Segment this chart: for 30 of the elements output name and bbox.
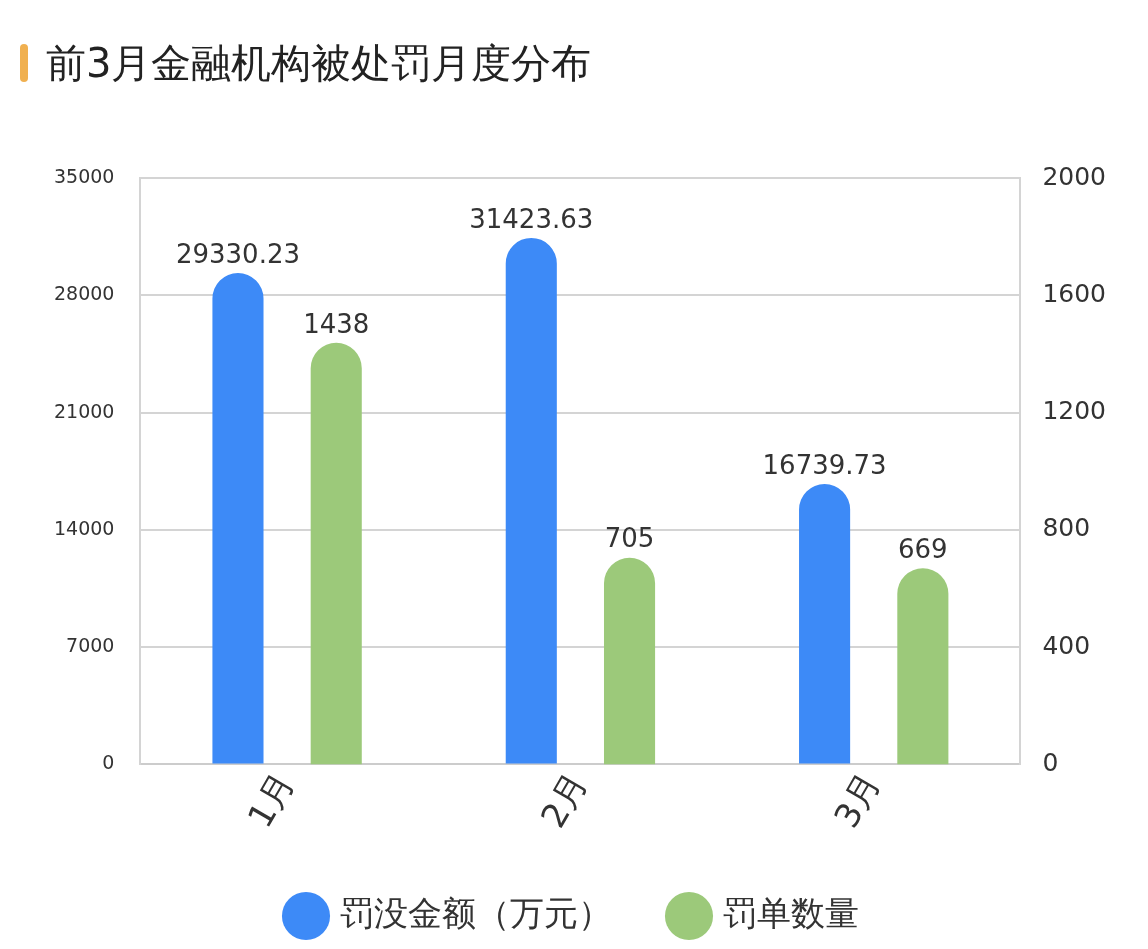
y2-tick-label: 1600 bbox=[1042, 278, 1106, 308]
bar bbox=[505, 237, 557, 764]
bar bbox=[310, 342, 362, 765]
y2-tick-label: 800 bbox=[1042, 513, 1091, 543]
y2-tick-label: 2000 bbox=[1042, 161, 1106, 191]
data-label: 29330.23 bbox=[175, 238, 300, 269]
y2-tick-label: 1200 bbox=[1042, 396, 1106, 426]
data-label: 669 bbox=[898, 534, 948, 565]
data-label: 1438 bbox=[303, 308, 370, 339]
y-tick-label: 14000 bbox=[53, 516, 115, 539]
y-tick-label: 35000 bbox=[53, 164, 115, 187]
x-tick-label: 2月 bbox=[532, 766, 595, 835]
x-tick-label: 3月 bbox=[825, 766, 889, 835]
y-tick-label: 7000 bbox=[66, 634, 115, 657]
legend-label: 罚没金额（万元） bbox=[340, 892, 612, 933]
data-label: 705 bbox=[604, 523, 655, 554]
bar bbox=[603, 557, 656, 765]
y2-tick-label: 0 bbox=[1042, 747, 1059, 777]
y-tick-label: 21000 bbox=[53, 399, 115, 422]
data-label: 31423.63 bbox=[469, 203, 594, 234]
chart-title: 前3月金融机构被处罚月度分布 bbox=[46, 38, 592, 88]
x-tick-label: 1月 bbox=[239, 766, 302, 835]
y-tick-label: 28000 bbox=[53, 282, 115, 305]
bar bbox=[799, 483, 851, 764]
y-tick-label: 0 bbox=[102, 751, 115, 774]
bar bbox=[897, 568, 949, 765]
y2-tick-label: 400 bbox=[1042, 630, 1091, 660]
bar bbox=[212, 273, 264, 764]
legend-label: 罚单数量 bbox=[723, 892, 859, 933]
data-label: 16739.73 bbox=[762, 449, 887, 480]
